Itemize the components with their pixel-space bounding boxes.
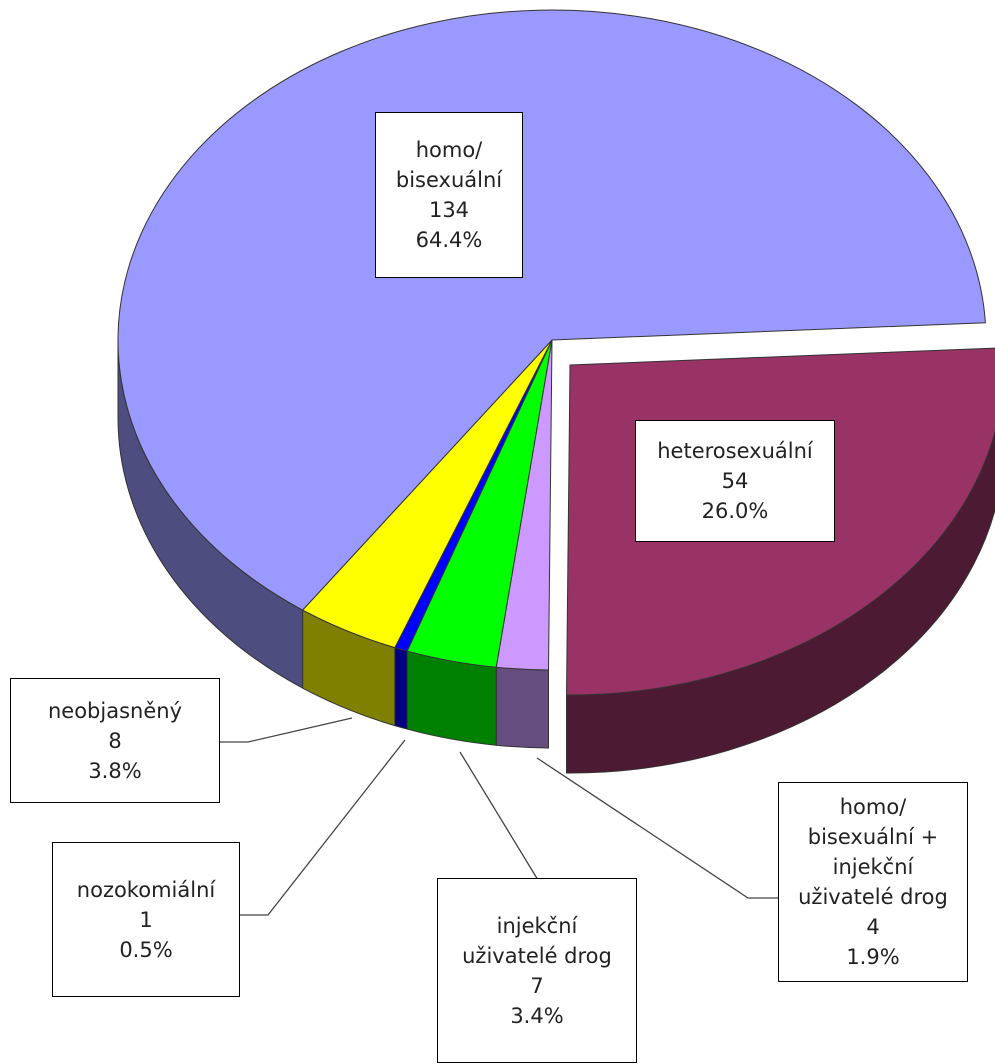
- label-name: injekční uživatelé drog: [462, 913, 612, 968]
- label-count: 7: [530, 973, 544, 998]
- label-name: homo/ bisexuální: [395, 138, 503, 192]
- label-name: homo/ bisexuální + injekční uživatelé dr…: [798, 795, 948, 909]
- data-label: injekční uživatelé drog 7 3.4%: [437, 878, 637, 1063]
- label-name: heterosexuální: [657, 439, 813, 463]
- exploded-slice: [565, 347, 995, 774]
- slice: [117, 9, 986, 611]
- label-percent: 64.4%: [415, 228, 483, 252]
- label-percent: 3.8%: [88, 758, 142, 783]
- label-count: 8: [108, 728, 122, 753]
- data-label: nozokomiální 1 0.5%: [52, 842, 240, 997]
- label-count: 4: [866, 915, 880, 939]
- label-percent: 1.9%: [846, 945, 900, 969]
- data-label: homo/ bisexuální 134 64.4%: [375, 112, 523, 278]
- leader-line: [459, 751, 539, 883]
- data-label: neobjasněný 8 3.8%: [10, 678, 220, 803]
- label-name: nozokomiální: [76, 877, 216, 902]
- label-count: 54: [721, 469, 749, 493]
- label-percent: 0.5%: [119, 937, 173, 962]
- leader-line: [240, 739, 406, 916]
- label-count: 134: [428, 198, 470, 222]
- label-count: 1: [139, 907, 153, 932]
- slice-tops: [117, 9, 986, 671]
- leader-line: [220, 717, 353, 743]
- data-label: homo/ bisexuální + injekční uživatelé dr…: [778, 782, 968, 982]
- leader-line: [536, 757, 778, 899]
- data-label: heterosexuální 54 26.0%: [635, 420, 835, 542]
- label-percent: 26.0%: [701, 499, 769, 523]
- label-percent: 3.4%: [510, 1003, 564, 1028]
- slice-side: [394, 646, 408, 730]
- slice-side: [495, 666, 550, 749]
- slice-sides: [117, 339, 550, 749]
- label-name: neobjasněný: [47, 698, 183, 723]
